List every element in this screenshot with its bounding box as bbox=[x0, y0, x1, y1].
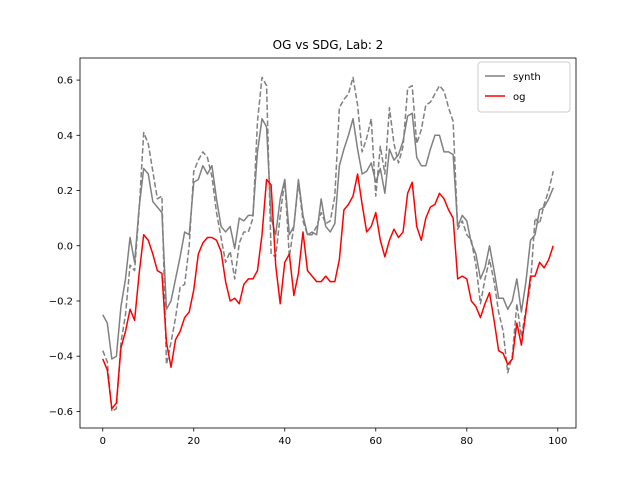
x-tick-label: 60 bbox=[369, 436, 382, 447]
y-tick-label: 0.4 bbox=[57, 131, 73, 142]
legend-label-synth: synth bbox=[513, 72, 541, 83]
x-tick-label: 100 bbox=[548, 436, 567, 447]
x-tick-label: 40 bbox=[278, 436, 291, 447]
x-tick-label: 0 bbox=[100, 436, 106, 447]
chart-title: OG vs SDG, Lab: 2 bbox=[273, 38, 384, 52]
y-tick-label: −0.2 bbox=[49, 296, 73, 307]
series-line-series-1 bbox=[102, 76, 554, 413]
legend-box bbox=[477, 61, 571, 113]
legend-items: synth og bbox=[485, 72, 541, 103]
plot-series bbox=[102, 76, 554, 413]
y-tick-label: 0.6 bbox=[57, 76, 73, 87]
y-axis-ticks: −0.6 −0.4 −0.2 0.0 0.2 0.4 0.6 bbox=[49, 76, 80, 418]
legend: synth og bbox=[477, 61, 571, 113]
legend-label-og: og bbox=[513, 92, 525, 103]
y-tick-label: 0.0 bbox=[57, 241, 73, 252]
y-tick-label: 0.2 bbox=[57, 186, 73, 197]
series-line-og bbox=[102, 173, 554, 410]
plot-area-frame bbox=[79, 57, 577, 429]
x-tick-label: 20 bbox=[187, 436, 200, 447]
x-axis-ticks: 0 20 40 60 80 100 bbox=[100, 428, 567, 447]
series-line-synth bbox=[102, 112, 554, 360]
x-tick-label: 80 bbox=[460, 436, 473, 447]
y-tick-label: −0.6 bbox=[49, 407, 73, 418]
y-tick-label: −0.4 bbox=[49, 352, 73, 363]
